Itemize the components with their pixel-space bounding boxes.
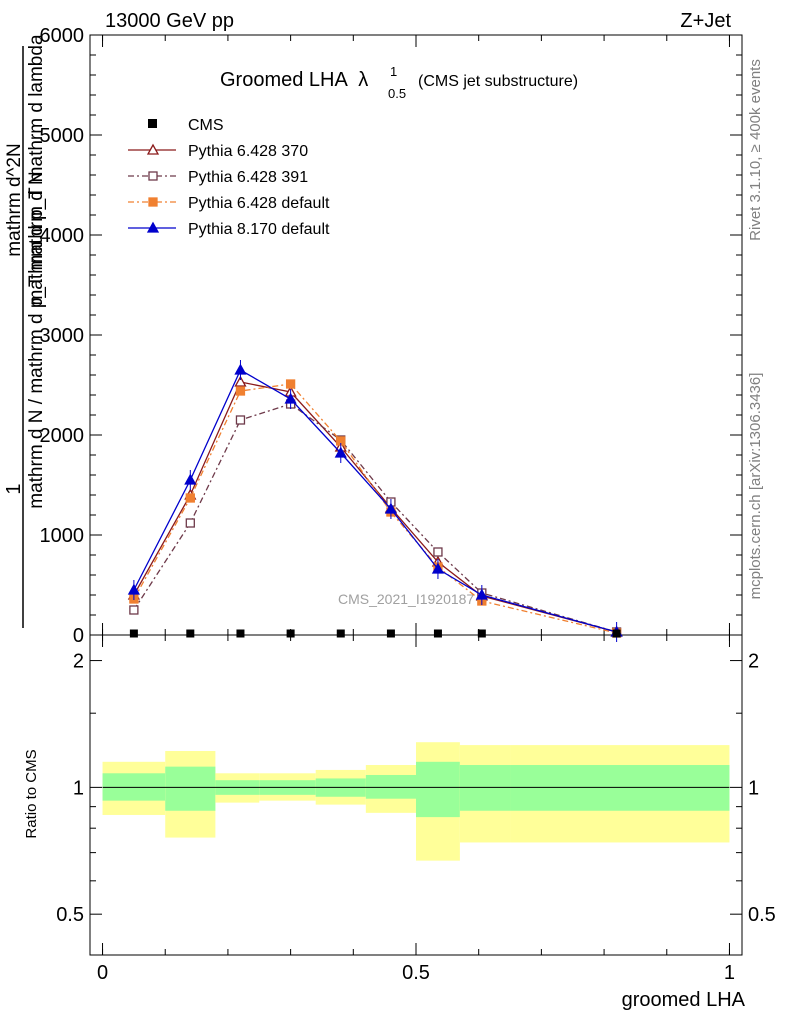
ratio-band-inner	[459, 765, 511, 811]
legend-entry: Pythia 6.428 default	[128, 195, 330, 212]
y-tick-label: 3000	[40, 325, 85, 347]
ratio-band-inner	[510, 765, 730, 811]
legend-marker	[148, 171, 158, 181]
ratio-tick-label-right: 1	[748, 777, 759, 799]
series-point	[235, 415, 246, 425]
y-tick-label: 5000	[40, 125, 85, 147]
ratio-y-axis-label: Ratio to CMS	[23, 749, 40, 838]
series-point	[185, 493, 195, 503]
legend-entry: Pythia 6.428 370	[128, 143, 308, 160]
legend-marker	[146, 221, 160, 233]
series-point	[475, 588, 488, 600]
y-axis-label-top: mathrm d^2N	[4, 143, 25, 256]
legend-label: Pythia 6.428 370	[188, 143, 308, 160]
ratio-tick-label-left: 0.5	[56, 904, 84, 926]
legend-marker	[146, 143, 160, 155]
cms-point	[386, 629, 395, 638]
chart-title-sub: 0.5	[388, 86, 406, 101]
y-axis-label-denominator: mathrm d N / mathrm d p_T mathrm d N	[26, 171, 47, 509]
mcplots-label: mcplots.cern.ch [arXiv:1306.3436]	[747, 373, 764, 600]
cms-data-points	[129, 629, 621, 638]
legend: CMS Pythia 6.428 370 Pythia 6.428 391 Pythi…	[128, 117, 330, 238]
series-point	[185, 518, 195, 528]
ratio-tick-label-left: 1	[73, 777, 84, 799]
series-point	[433, 547, 443, 557]
y-tick-label: 1000	[40, 525, 85, 547]
chart-title-main: Groomed LHA	[220, 69, 348, 91]
ratio-tick-label-right: 0.5	[748, 904, 776, 926]
cms-point	[477, 629, 486, 638]
chart-title-suffix: (CMS jet substructure)	[418, 73, 578, 90]
cms-point	[612, 629, 621, 638]
cms-point	[286, 629, 295, 638]
series-point	[334, 446, 347, 458]
y-axis-label-numerator: 1	[3, 483, 25, 494]
svg-text:Groomed LHA λ: Groomed LHA λ	[220, 69, 368, 91]
y-tick-label: 6000	[40, 25, 85, 47]
series-point	[184, 473, 197, 485]
cms-point	[129, 629, 138, 638]
legend-entry: Pythia 6.428 391	[128, 169, 308, 186]
ratio-uncertainty-bands	[102, 742, 730, 861]
y-axis-label-mid: mathrm d p_T mathrm d lambda	[26, 34, 47, 305]
series-point	[384, 502, 398, 514]
ratio-band-inner	[365, 774, 416, 799]
series-point	[129, 605, 139, 615]
legend-label: Pythia 6.428 391	[188, 169, 308, 186]
legend-marker	[148, 197, 158, 207]
cms-point	[236, 629, 245, 638]
series-point	[235, 386, 246, 396]
ratio-tick-label-right: 2	[748, 651, 759, 673]
header-process-label: Z+Jet	[680, 10, 731, 32]
legend-entry: Pythia 8.170 default	[128, 221, 330, 238]
x-tick-label: 0	[97, 962, 108, 984]
chart-title-symbol: λ	[358, 69, 368, 91]
chart-title-sup: 1	[390, 64, 397, 79]
x-tick-label: 1	[724, 962, 735, 984]
series-point	[234, 375, 247, 387]
series-point	[127, 583, 140, 595]
legend-marker	[148, 119, 157, 128]
header-collision-label: 13000 GeV pp	[105, 10, 234, 32]
series-point	[234, 363, 247, 375]
y-axis-label: 1 mathrm d N / mathrm d p_T mathrm d N m…	[3, 34, 47, 628]
x-axis-label: groomed LHA	[622, 989, 746, 1011]
legend-label: CMS	[188, 117, 224, 134]
legend-entry: CMS	[148, 117, 224, 134]
ratio-band-inner	[416, 761, 460, 818]
ratio-band-inner	[165, 766, 216, 811]
legend-label: Pythia 8.170 default	[188, 221, 330, 238]
y-tick-label: 2000	[40, 425, 85, 447]
y-tick-label: 4000	[40, 225, 85, 247]
series-point	[431, 562, 445, 574]
cms-point	[433, 629, 442, 638]
cms-point	[336, 629, 345, 638]
analysis-watermark: CMS_2021_I1920187	[338, 591, 474, 607]
y-tick-label: 0	[73, 625, 84, 647]
legend-label: Pythia 6.428 default	[188, 195, 330, 212]
axis-ticks: 0 0.5 1 0 1000 2000 3000 4000 5000 6000 0.5 0.5 1 1 2 2	[40, 25, 776, 984]
series-point	[284, 392, 297, 404]
ratio-tick-label-left: 2	[73, 651, 84, 673]
rivet-version-label: Rivet 3.1.10, ≥ 400k events	[747, 59, 764, 241]
chart-title: Groomed LHA λ 1 0.5 (CMS jet substructur…	[220, 64, 578, 101]
series-point	[285, 379, 296, 389]
cms-point	[186, 629, 195, 638]
x-tick-label: 0.5	[402, 962, 430, 984]
